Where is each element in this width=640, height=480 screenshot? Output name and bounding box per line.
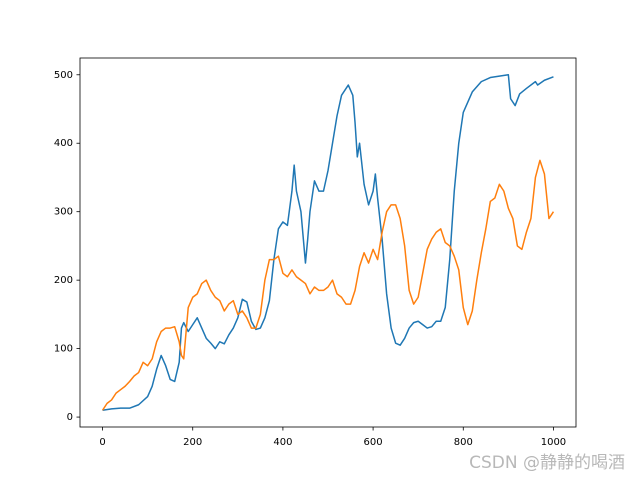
x-tick-label: 0 — [99, 437, 105, 448]
y-tick-label: 100 — [54, 344, 73, 355]
y-tick-label: 300 — [54, 207, 73, 218]
axes-frame — [79, 57, 577, 428]
x-tick-label: 800 — [454, 437, 473, 448]
watermark: CSDN @静静的喝酒 — [469, 453, 625, 473]
y-tick-label: 200 — [54, 275, 73, 286]
y-tick-label: 400 — [54, 138, 73, 149]
x-tick-label: 600 — [364, 437, 383, 448]
x-tick-label: 1000 — [541, 437, 566, 448]
x-tick-label: 400 — [273, 437, 292, 448]
y-tick-label: 0 — [67, 412, 73, 423]
series-line — [101, 159, 555, 411]
x-tick-label: 200 — [183, 437, 202, 448]
y-tick-label: 500 — [54, 70, 73, 81]
series-line — [102, 74, 554, 411]
